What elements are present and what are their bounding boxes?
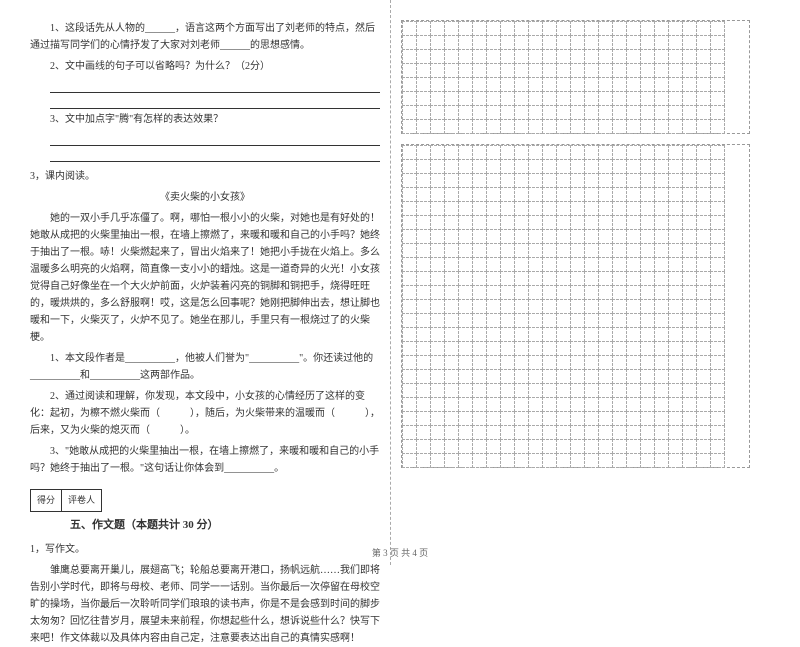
question-1: 1、这段话先从人物的______，语言这两个方面写出了刘老师的特点，然后通过描写… (30, 20, 380, 54)
composition-section-title: 五、作文题（本题共计 30 分） (70, 516, 380, 535)
story-question-1: 1、本文段作者是__________，他被人们誉为"__________"。你还… (30, 350, 380, 384)
left-column: 1、这段话先从人物的______，语言这两个方面写出了刘老师的特点，然后通过描写… (0, 0, 390, 565)
reading-section-label: 3，课内阅读。 (30, 168, 380, 185)
answer-line (50, 95, 380, 109)
composition-prompt: 雏鹰总要离开巢儿，展翅高飞；轮船总要离开港口，扬帆远航……我们即将告别小学时代，… (30, 562, 380, 647)
answer-line (50, 79, 380, 93)
answer-line (50, 132, 380, 146)
story-question-2: 2、通过阅读和理解，你发现，本文段中，小女孩的心情经历了这样的变化：起初，为檫不… (30, 388, 380, 439)
right-column (390, 0, 780, 565)
page-footer: 第 3 页 共 4 页 (0, 546, 800, 559)
question-2: 2、文中画线的句子可以省略吗？为什么？（2分） (30, 58, 380, 75)
score-label: 得分 (31, 490, 62, 511)
score-box: 得分 评卷人 (30, 489, 102, 512)
answer-line (50, 148, 380, 162)
story-title: 《卖火柴的小女孩》 (30, 189, 380, 206)
story-paragraph: 她的一双小手几乎冻僵了。啊，哪怕一根小小的火柴，对她也是有好处的！她敢从成把的火… (30, 210, 380, 346)
question-3: 3、文中加点字"腾"有怎样的表达效果？ (30, 111, 380, 128)
grader-label: 评卷人 (62, 490, 101, 511)
writing-grid-1 (401, 20, 750, 134)
story-question-3: 3、"她敢从成把的火柴里抽出一根，在墙上擦燃了，来暖和暖和自己的小手吗？她终于抽… (30, 443, 380, 477)
writing-grid-2 (401, 144, 750, 468)
